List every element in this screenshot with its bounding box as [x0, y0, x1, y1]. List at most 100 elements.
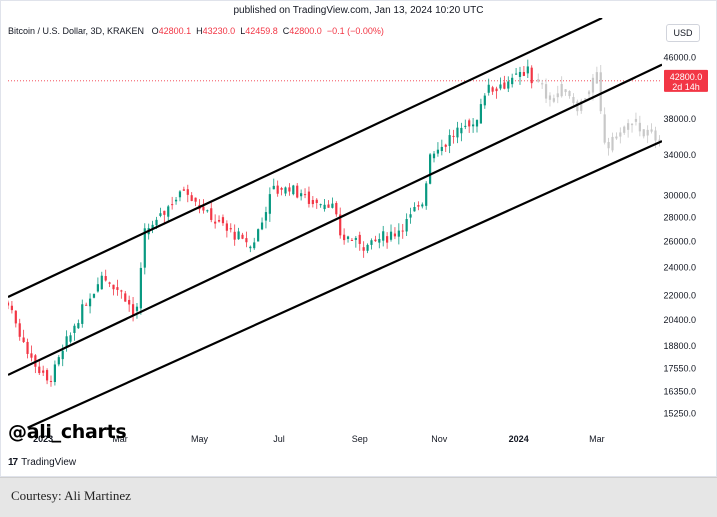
- candle-101: [401, 230, 404, 232]
- candle-20: [85, 304, 88, 306]
- close-label: C: [282, 26, 290, 36]
- projection-candle-27: [642, 129, 645, 137]
- x-tick-label-6: 2024: [509, 434, 529, 444]
- y-tick-label-6: 24000.0: [663, 262, 696, 272]
- y-tick-label-0: 46000.0: [663, 53, 696, 63]
- candle-24: [100, 275, 103, 290]
- candle-111: [440, 146, 443, 152]
- candle-56: [225, 223, 228, 231]
- channel-line-middle: [8, 63, 662, 376]
- candle-27: [112, 284, 115, 290]
- candle-51: [206, 210, 209, 212]
- y-tick-label-9: 18800.0: [663, 341, 696, 351]
- candle-125: [495, 88, 498, 92]
- candle-9: [42, 370, 45, 373]
- open-label: O: [151, 26, 159, 36]
- candle-52: [210, 208, 213, 220]
- candle-71: [284, 187, 287, 194]
- candle-122: [483, 95, 486, 106]
- candle-129: [511, 77, 514, 85]
- symbol-legend: Bitcoin / U.S. Dollar, 3D, KRAKEN O 42800…: [8, 26, 384, 36]
- low-label: L: [240, 26, 246, 36]
- candle-110: [436, 149, 440, 154]
- candle-104: [413, 207, 416, 212]
- candle-61: [245, 238, 248, 243]
- x-tick-label-2: May: [191, 434, 209, 444]
- tradingview-logo: 17 TradingView: [8, 457, 76, 468]
- candle-92: [366, 244, 369, 251]
- candle-130: [514, 73, 518, 75]
- tradingview-logo-text: TradingView: [21, 457, 77, 468]
- tradingview-logo-icon: 17: [8, 457, 18, 468]
- candle-121: [479, 104, 483, 124]
- symbol-title: Bitcoin / U.S. Dollar, 3D, KRAKEN: [8, 26, 145, 36]
- candle-117: [464, 125, 467, 127]
- candle-127: [503, 82, 506, 89]
- projection-candle-14: [591, 77, 595, 93]
- projection-candle-19: [611, 136, 614, 151]
- candle-73: [292, 185, 295, 195]
- candle-68: [272, 185, 275, 190]
- projection-candle-22: [623, 126, 626, 133]
- projection-candle-0: [537, 79, 540, 82]
- y-tick-label-2: 34000.0: [663, 150, 696, 160]
- projection-candle-28: [646, 129, 649, 136]
- y-tick-label-12: 15250.0: [663, 409, 696, 419]
- projection-candle-3: [548, 95, 552, 100]
- candle-90: [358, 234, 361, 244]
- candle-113: [448, 135, 451, 146]
- close-value: 42800.0: [289, 26, 322, 36]
- candle-69: [276, 185, 279, 194]
- projection-candle-4: [552, 98, 555, 102]
- candle-82: [327, 204, 330, 208]
- candles: [8, 59, 661, 387]
- candle-10: [45, 370, 49, 381]
- price-tag-price: 42800.0: [670, 72, 703, 82]
- candle-72: [288, 187, 291, 192]
- projection-candle-5: [556, 93, 559, 98]
- candle-25: [104, 276, 107, 281]
- projection-candle-21: [619, 132, 622, 137]
- candle-44: [178, 191, 182, 198]
- candle-22: [92, 293, 96, 298]
- x-tick-label-5: Nov: [431, 434, 448, 444]
- candle-96: [382, 231, 385, 241]
- candle-11: [49, 380, 53, 382]
- candle-91: [362, 247, 365, 251]
- candle-37: [151, 224, 154, 230]
- x-tick-label-1: Mar: [112, 434, 128, 444]
- y-tick-label-3: 30000.0: [663, 190, 696, 200]
- candle-103: [409, 214, 412, 218]
- projection-candle-2: [544, 84, 548, 99]
- candle-124: [491, 87, 494, 92]
- candle-46: [186, 189, 189, 195]
- candle-118: [468, 120, 471, 127]
- candle-53: [214, 221, 217, 224]
- published-note: published on TradingView.com, Jan 13, 20…: [233, 5, 484, 16]
- candle-95: [378, 238, 381, 243]
- candle-115: [456, 127, 459, 138]
- candle-74: [296, 185, 299, 198]
- candle-132: [522, 71, 526, 76]
- price-chart[interactable]: 46000.0 38000.0 34000.0 30000.0 28000.0 26000…: [0, 0, 717, 477]
- projection-candle-16: [599, 72, 602, 112]
- candle-8: [38, 366, 41, 374]
- x-tick-label-7: Mar: [589, 434, 605, 444]
- low-value: 42459.8: [245, 26, 278, 36]
- currency-button[interactable]: USD: [666, 24, 700, 42]
- candle-17: [73, 325, 76, 333]
- candle-28: [116, 287, 119, 290]
- footer-bar: Courtesy: Ali Martinez: [0, 477, 717, 517]
- candle-39: [159, 213, 162, 216]
- high-value: 43230.0: [202, 26, 236, 36]
- y-tick-label-8: 20400.0: [663, 315, 696, 325]
- candle-48: [194, 197, 197, 202]
- candle-21: [88, 298, 92, 307]
- x-tick-label-4: Sep: [352, 434, 368, 444]
- candle-77: [307, 191, 311, 204]
- courtesy-text: Courtesy: Ali Martinez: [11, 488, 131, 503]
- candle-30: [124, 293, 127, 302]
- projection-candle-23: [627, 123, 630, 130]
- candle-100: [397, 230, 400, 237]
- candle-34: [139, 267, 142, 309]
